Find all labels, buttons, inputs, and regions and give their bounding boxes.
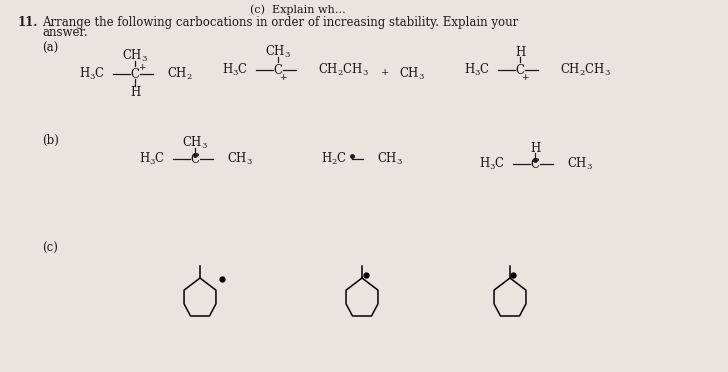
Text: H: H: [530, 141, 540, 154]
Text: $\mathregular{CH_2CH_3}$: $\mathregular{CH_2CH_3}$: [318, 62, 369, 78]
Text: $\mathregular{H_3C}$: $\mathregular{H_3C}$: [139, 151, 165, 167]
Text: +: +: [521, 73, 529, 81]
Text: $\mathregular{H_3C}$: $\mathregular{H_3C}$: [79, 66, 105, 82]
Text: +: +: [280, 73, 287, 81]
Text: $\mathregular{CH_3}$: $\mathregular{CH_3}$: [399, 66, 425, 82]
Text: C: C: [531, 157, 539, 170]
Text: answer.: answer.: [42, 26, 87, 39]
Text: $\mathregular{CH_2CH_3}$: $\mathregular{CH_2CH_3}$: [560, 62, 611, 78]
Text: $\mathregular{CH_3}$: $\mathregular{CH_3}$: [227, 151, 253, 167]
Text: (b): (b): [42, 134, 59, 147]
Text: +: +: [381, 67, 389, 77]
Text: $\mathregular{H_3C}$: $\mathregular{H_3C}$: [464, 62, 490, 78]
Text: $\mathregular{CH_2}$: $\mathregular{CH_2}$: [167, 66, 193, 82]
Text: $\mathregular{CH_3}$: $\mathregular{CH_3}$: [377, 151, 403, 167]
Text: C: C: [191, 153, 199, 166]
Text: $\mathregular{CH_3}$: $\mathregular{CH_3}$: [122, 48, 148, 64]
Text: C: C: [515, 64, 524, 77]
Text: +: +: [138, 62, 146, 71]
Text: $\mathregular{CH_3}$: $\mathregular{CH_3}$: [567, 156, 593, 172]
Text: Arrange the following carbocations in order of increasing stability. Explain you: Arrange the following carbocations in or…: [42, 16, 518, 29]
Text: H: H: [515, 45, 525, 58]
Text: $\mathregular{H_3C}$: $\mathregular{H_3C}$: [222, 62, 248, 78]
Text: (c)  Explain wh…: (c) Explain wh…: [250, 4, 346, 15]
Text: (c): (c): [42, 242, 58, 255]
Text: H: H: [130, 86, 140, 99]
Text: (a): (a): [42, 42, 58, 55]
Text: $\mathregular{H_2C}$: $\mathregular{H_2C}$: [321, 151, 347, 167]
Text: $\mathregular{CH_3}$: $\mathregular{CH_3}$: [265, 44, 291, 60]
Text: $\mathregular{H_3C}$: $\mathregular{H_3C}$: [479, 156, 505, 172]
Text: 11.: 11.: [18, 16, 39, 29]
Text: $\mathregular{CH_3}$: $\mathregular{CH_3}$: [182, 135, 208, 151]
Text: C: C: [130, 67, 140, 80]
Text: C: C: [274, 64, 282, 77]
